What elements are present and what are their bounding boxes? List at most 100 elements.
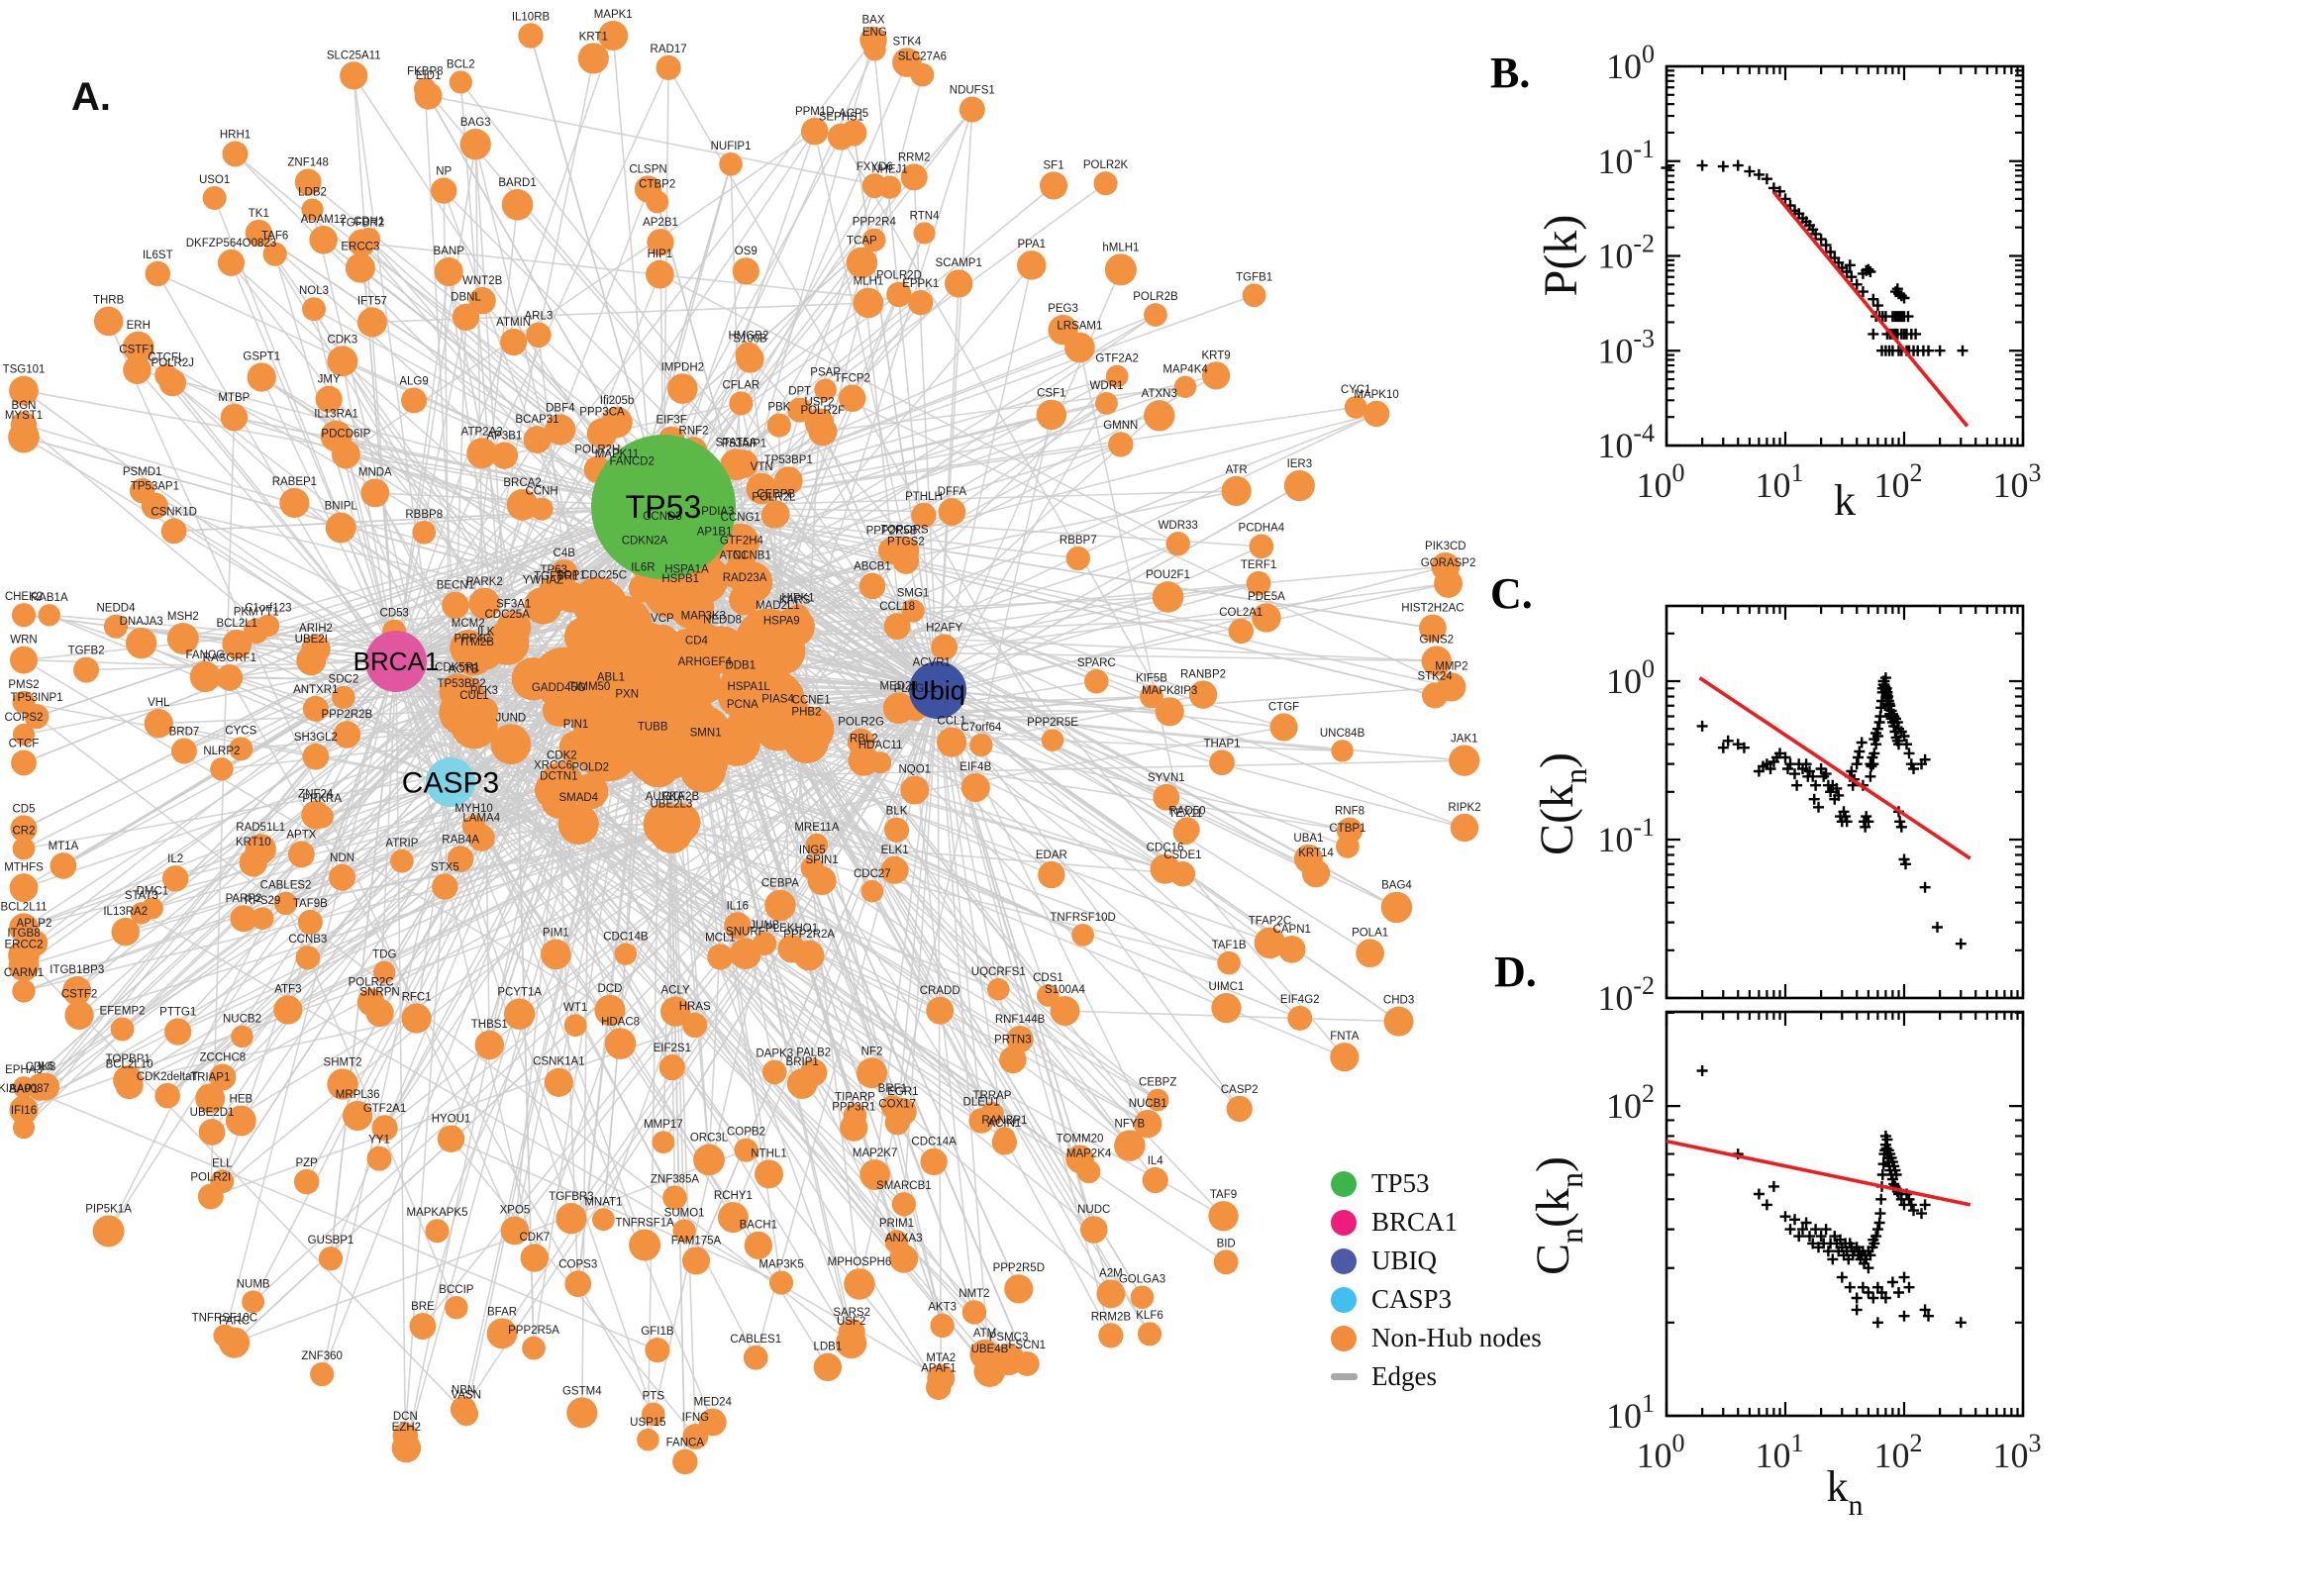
network-node-label: BRCA2 bbox=[503, 477, 541, 489]
network-node-label: PTGS2 bbox=[887, 536, 925, 548]
ubiq-dot-icon bbox=[1331, 1247, 1357, 1274]
network-node-label: KIAA0087 bbox=[0, 1083, 50, 1095]
network-node bbox=[111, 917, 140, 947]
hub-node-casp3 bbox=[426, 757, 475, 807]
network-node-label: MYH10 bbox=[454, 803, 492, 815]
network-node-label: PIN1 bbox=[563, 719, 589, 731]
network-node-label: POLR2B bbox=[1133, 291, 1178, 303]
network-node-label: RNF144B bbox=[995, 1014, 1046, 1026]
network-node-label: ATN1 bbox=[719, 549, 748, 561]
network-node-label: NBN bbox=[452, 1384, 475, 1396]
network-node bbox=[761, 1059, 787, 1085]
network-node-label: BAP1 bbox=[9, 1084, 38, 1096]
x-tick-label: 100 bbox=[1637, 458, 1685, 505]
network-node bbox=[846, 247, 878, 279]
network-node-label: OS9 bbox=[735, 246, 758, 257]
network-edge bbox=[49, 614, 452, 783]
panel-c-plot: 100 10-1 10-2 C(kn) bbox=[1531, 604, 2025, 1018]
network-node bbox=[1174, 817, 1200, 843]
network-node bbox=[926, 996, 955, 1025]
network-node bbox=[1169, 860, 1196, 887]
legend-label: Non-Hub nodes bbox=[1371, 1323, 1542, 1352]
network-node bbox=[1114, 1130, 1146, 1161]
network-edge bbox=[395, 660, 572, 1219]
network-node bbox=[486, 1318, 518, 1349]
network-node-label: UNC84B bbox=[1320, 728, 1365, 740]
network-node bbox=[862, 228, 886, 252]
network-node-label: ELL bbox=[212, 1157, 233, 1169]
network-node bbox=[1201, 361, 1231, 390]
network-node bbox=[209, 1063, 237, 1091]
network-node-label: SMG1 bbox=[897, 587, 930, 599]
network-node bbox=[938, 498, 966, 526]
network-node-label: PPP2R5E bbox=[1027, 717, 1078, 729]
network-node bbox=[170, 738, 197, 764]
network-node bbox=[332, 685, 355, 710]
network-node-label: CDK5R1 bbox=[435, 661, 479, 673]
network-node bbox=[434, 256, 463, 287]
network-node-label: APLP2 bbox=[17, 918, 52, 930]
network-node-label: DDB1 bbox=[725, 660, 756, 672]
network-node bbox=[366, 1146, 392, 1171]
network-node-label: IL13RA1 bbox=[314, 409, 358, 421]
network-edge bbox=[321, 781, 452, 1375]
network-node-label: FKBP8 bbox=[407, 65, 443, 77]
network-node bbox=[1134, 1109, 1162, 1139]
network-node-label: TGFBR1 bbox=[534, 570, 578, 582]
network-edge bbox=[662, 689, 939, 1144]
legend-label: BRCA1 bbox=[1371, 1207, 1459, 1237]
network-node-label: YY1 bbox=[368, 1135, 390, 1147]
network-node-label: RBL2 bbox=[850, 733, 878, 745]
network-node bbox=[804, 408, 835, 438]
x-axis-label: kn bbox=[1827, 1462, 1864, 1522]
network-node-label: KARS bbox=[779, 595, 811, 607]
network-edge bbox=[374, 492, 469, 649]
network-node-label: GINS2 bbox=[1420, 634, 1455, 646]
network-node-label: DCTN1 bbox=[540, 771, 577, 783]
hub-node-brca1 bbox=[365, 631, 427, 692]
network-node bbox=[598, 21, 629, 50]
network-node-label: PIAS4 bbox=[761, 694, 794, 706]
network-node bbox=[646, 190, 669, 214]
network-edge bbox=[424, 88, 458, 692]
network-node-label: HYOU1 bbox=[432, 1113, 471, 1125]
network-node-label: AP3B1 bbox=[487, 430, 523, 442]
network-node bbox=[682, 739, 729, 785]
network-node-label: CSTF1 bbox=[119, 344, 154, 355]
network-node-label: CCND3 bbox=[643, 511, 682, 523]
network-node bbox=[12, 837, 36, 860]
network-node bbox=[62, 975, 92, 1006]
network-node-label: PSMC3 bbox=[989, 1332, 1029, 1344]
network-node bbox=[225, 1105, 256, 1137]
network-node-label: RASGRF1 bbox=[203, 652, 256, 664]
data-points bbox=[1661, 159, 1969, 356]
network-node bbox=[840, 1113, 868, 1142]
network-node-label: ARHGEF4 bbox=[678, 656, 733, 668]
network-node-label: DBF4 bbox=[546, 402, 575, 414]
network-node-label: UIMC1 bbox=[1209, 981, 1245, 993]
network-node-label: NF2 bbox=[861, 1046, 883, 1057]
network-node bbox=[1142, 1166, 1168, 1194]
network-node bbox=[1153, 783, 1180, 811]
network-node-label: MTHFS bbox=[4, 861, 44, 873]
network-node bbox=[1165, 532, 1190, 556]
network-node-label: DPT bbox=[788, 386, 811, 398]
network-node bbox=[1356, 939, 1384, 968]
network-node bbox=[1014, 1350, 1040, 1376]
network-node-label: RAD17 bbox=[651, 44, 687, 55]
network-node-label: CFLAR bbox=[723, 379, 760, 391]
network-node-label: LAMA4 bbox=[462, 813, 500, 825]
network-node-label: FAM175A bbox=[671, 1235, 722, 1247]
network-node-label: BAX bbox=[861, 15, 884, 27]
network-edge bbox=[937, 689, 1317, 874]
network-node-label: WT1 bbox=[563, 1002, 587, 1014]
network-edge bbox=[937, 689, 1081, 1159]
network-node-label: MAPK8IP3 bbox=[1142, 685, 1197, 697]
network-edge bbox=[664, 824, 1230, 964]
network-edge bbox=[662, 506, 1309, 860]
network-node-label: MLH1 bbox=[854, 276, 884, 288]
network-node bbox=[38, 604, 60, 627]
network-node bbox=[500, 1216, 530, 1246]
network-node-label: BCAP31 bbox=[515, 414, 558, 426]
network-node-label: ERCC3 bbox=[341, 242, 379, 253]
